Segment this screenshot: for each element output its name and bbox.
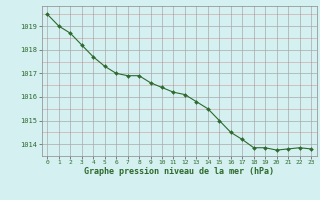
X-axis label: Graphe pression niveau de la mer (hPa): Graphe pression niveau de la mer (hPa) (84, 167, 274, 176)
